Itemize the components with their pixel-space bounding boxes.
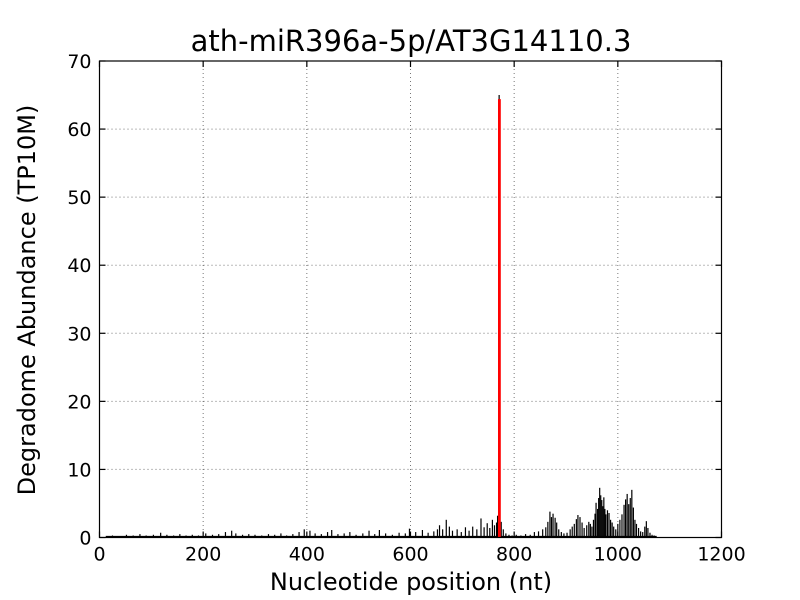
x-tick-label: 1000 — [594, 544, 642, 566]
axis-ticks — [98, 60, 723, 539]
x-axis-label: Nucleotide position (nt) — [269, 568, 553, 596]
y-tick-label: 10 — [67, 459, 91, 481]
y-tick-label: 50 — [67, 187, 91, 209]
x-tick-label: 200 — [185, 544, 221, 566]
x-tick-label: 1200 — [697, 544, 745, 566]
chart-title: ath-miR396a-5p/AT3G14110.3 — [190, 24, 632, 58]
x-tick-label: 800 — [496, 544, 532, 566]
y-tick-label: 60 — [67, 119, 91, 141]
y-tick-label: 70 — [67, 51, 91, 73]
y-axis-label: Degradome Abundance (TP10M) — [13, 104, 41, 496]
y-tick-label: 30 — [67, 323, 91, 345]
plot-frame — [98, 60, 723, 539]
x-tick-label: 0 — [93, 544, 105, 566]
x-tick-labels: 0 200 400 600 800 1000 1200 — [93, 544, 745, 566]
series-degradome-signal — [111, 95, 655, 538]
y-tick-label: 0 — [79, 528, 91, 550]
y-tick-label: 40 — [67, 255, 91, 277]
y-tick-label: 20 — [67, 391, 91, 413]
grid-lines — [99, 61, 722, 538]
x-tick-label: 600 — [392, 544, 428, 566]
x-tick-label: 400 — [289, 544, 325, 566]
y-tick-labels: 0 10 20 30 40 50 60 70 — [67, 51, 91, 550]
